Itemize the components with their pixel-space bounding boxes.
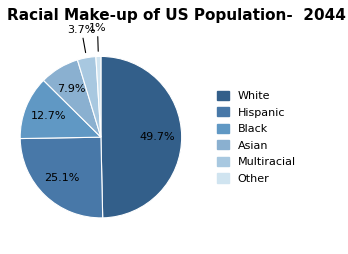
Legend: White, Hispanic, Black, Asian, Multiracial, Other: White, Hispanic, Black, Asian, Multiraci… — [218, 90, 295, 184]
Wedge shape — [101, 56, 182, 218]
Wedge shape — [44, 60, 101, 137]
Wedge shape — [20, 137, 103, 218]
Text: 49.7%: 49.7% — [140, 132, 175, 141]
Wedge shape — [96, 56, 101, 137]
Text: 1%: 1% — [89, 23, 106, 33]
Wedge shape — [78, 57, 101, 137]
Text: 12.7%: 12.7% — [31, 111, 66, 121]
Text: 25.1%: 25.1% — [44, 173, 79, 183]
Wedge shape — [20, 80, 101, 138]
Text: 3.7%: 3.7% — [68, 25, 96, 35]
Text: 7.9%: 7.9% — [57, 84, 86, 94]
Text: Racial Make-up of US Population-  2044: Racial Make-up of US Population- 2044 — [7, 8, 346, 23]
